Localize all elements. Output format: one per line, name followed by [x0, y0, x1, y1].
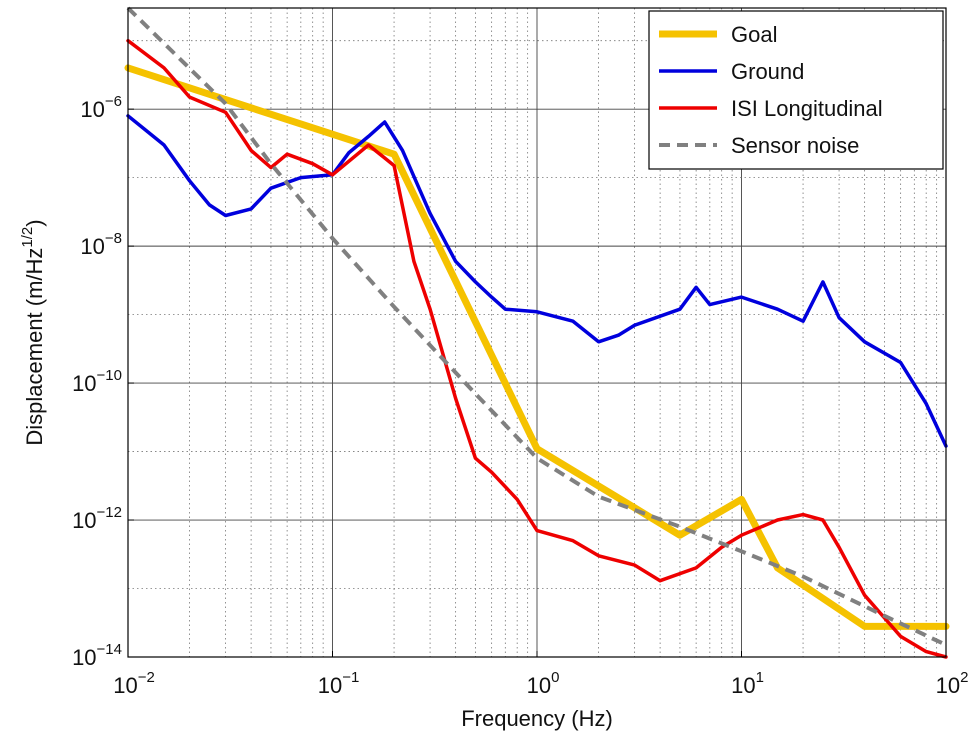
- legend-label: ISI Longitudinal: [731, 96, 883, 121]
- tick-labels: 10−2 10−1 100 101 102 10−14 10−12 10−10 10−8 10−6: [72, 93, 968, 698]
- y-tick-label: 10−6: [80, 93, 122, 122]
- x-tick-label: 10−1: [318, 669, 360, 698]
- legend-label: Goal: [731, 22, 777, 47]
- series-line-ground: [126, 114, 948, 448]
- series-layer: [124, 6, 950, 659]
- series-line-goal: [124, 64, 950, 630]
- y-tick-label: 10−14: [72, 641, 122, 670]
- y-axis-label: Displacement (m/Hz1/2): [19, 219, 47, 445]
- y-tick-label: 10−12: [72, 504, 122, 533]
- y-tick-label: 10−8: [80, 230, 122, 259]
- x-tick-label: 10−2: [113, 669, 155, 698]
- x-tick-label: 100: [527, 669, 560, 698]
- legend-label: Ground: [731, 59, 804, 84]
- x-tick-label: 101: [731, 669, 764, 698]
- x-axis-label: Frequency (Hz): [461, 706, 613, 731]
- x-tick-label: 102: [936, 669, 969, 698]
- legend-label: Sensor noise: [731, 133, 859, 158]
- series-line-isi-longitudinal: [126, 38, 948, 659]
- series-line-sensor-noise: [126, 6, 947, 647]
- y-tick-label: 10−10: [72, 367, 122, 396]
- legend: Goal Ground ISI Longitudinal Sensor noise: [648, 10, 944, 170]
